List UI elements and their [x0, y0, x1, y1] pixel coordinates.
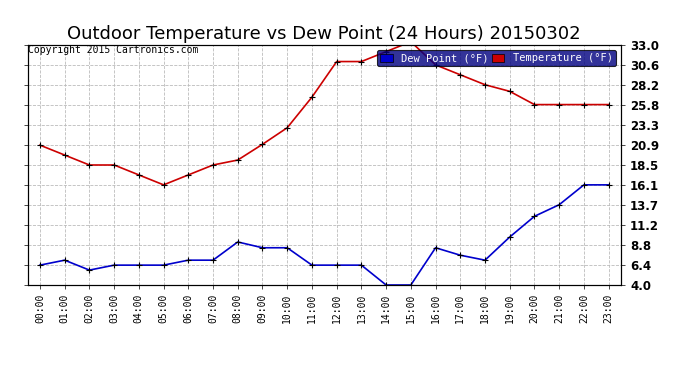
- Text: Copyright 2015 Cartronics.com: Copyright 2015 Cartronics.com: [28, 45, 198, 55]
- Legend: Dew Point (°F), Temperature (°F): Dew Point (°F), Temperature (°F): [377, 50, 615, 66]
- Title: Outdoor Temperature vs Dew Point (24 Hours) 20150302: Outdoor Temperature vs Dew Point (24 Hou…: [68, 26, 581, 44]
